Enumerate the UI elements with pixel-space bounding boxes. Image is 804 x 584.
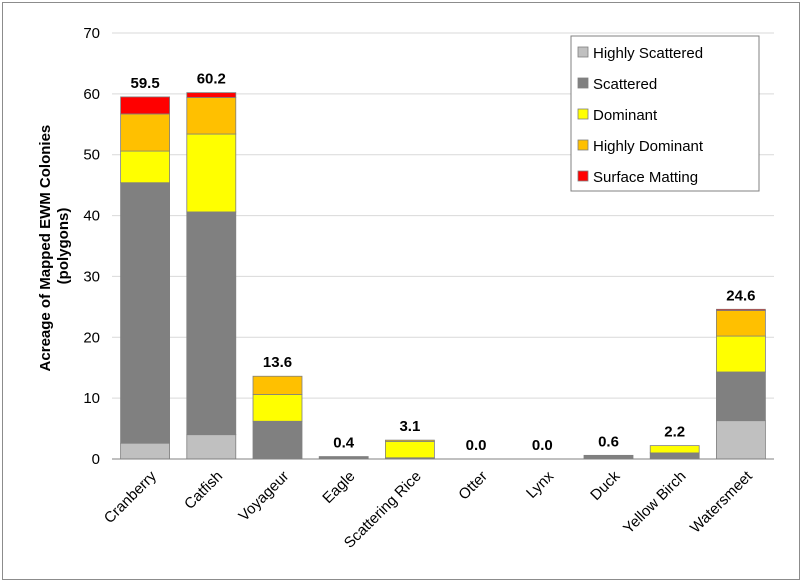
bar-totals: 59.5 60.2 13.6 0.4 3.1 0.0 0.0 0.6 2.2 24.6	[130, 71, 755, 454]
bar-segment	[252, 420, 303, 460]
y-tick-label: 20	[83, 329, 100, 346]
bar-segment	[716, 420, 766, 460]
y-axis-label-line1: Acreage of Mapped EWM Colonies	[37, 125, 54, 372]
y-tick-label: 0	[92, 451, 100, 468]
bar-total-label: 0.0	[466, 437, 487, 454]
bar-segment	[186, 434, 237, 460]
bar-segment	[385, 439, 435, 442]
x-tick-label: Cranberry	[101, 467, 161, 527]
bar-segment	[120, 182, 170, 444]
y-tick-label: 60	[83, 86, 100, 103]
bar-total-label: 60.2	[197, 71, 226, 88]
bar-total-label: 0.6	[598, 433, 619, 450]
bar-total-label: 2.2	[664, 424, 685, 441]
y-tick-label: 40	[83, 208, 100, 225]
legend-swatch	[577, 46, 589, 58]
bar-segment	[186, 97, 237, 135]
bar-total-label: 0.4	[333, 435, 355, 452]
bar-segment	[120, 96, 170, 115]
bar-segment	[252, 394, 303, 422]
bar-total-label: 59.5	[130, 75, 159, 92]
bar-segment	[186, 211, 237, 436]
bar-segment	[583, 454, 634, 460]
x-tick-label: Yellow Birch	[620, 468, 689, 537]
y-tick-label: 30	[83, 268, 100, 285]
bar-segment	[186, 133, 237, 213]
bar-segment	[385, 440, 435, 459]
bar-segment	[716, 371, 766, 422]
y-axis-label: Acreage of Mapped EWM Colonies (polygons…	[37, 121, 72, 372]
legend-entry-label: Surface Matting	[593, 169, 698, 186]
bar-segment	[716, 335, 766, 373]
bar-total-label: 24.6	[726, 287, 755, 304]
bar-segment	[649, 445, 700, 454]
x-tick-label: Voyageur	[235, 468, 292, 525]
y-tick-label: 10	[83, 390, 100, 407]
x-tick-label: Watersmeet	[687, 467, 756, 536]
bar-total-label: 0.0	[532, 437, 553, 454]
legend-entry-label: Scattered	[593, 76, 657, 93]
bar-total-label: 3.1	[399, 418, 420, 435]
legend-swatch	[577, 77, 589, 89]
legend-swatch	[577, 170, 589, 182]
x-tick-label: Eagle	[319, 468, 358, 507]
bars	[120, 92, 766, 460]
bar-segment	[120, 113, 170, 152]
bar-segment	[716, 308, 766, 311]
legend-entry-label: Highly Scattered	[593, 45, 703, 62]
bar-segment	[120, 442, 170, 460]
legend-entry-label: Dominant	[593, 107, 658, 124]
legend-box	[570, 35, 760, 192]
bar-segment	[252, 375, 303, 395]
legend-swatch	[577, 139, 589, 151]
legend-entry-label: Highly Dominant	[593, 138, 704, 155]
x-tick-label: Lynx	[523, 467, 557, 501]
legend: Highly Scattered Scattered Dominant Highly …	[570, 35, 760, 192]
x-tick-label: Duck	[587, 467, 624, 504]
bar-segment	[649, 452, 700, 460]
legend-swatch	[577, 108, 589, 120]
x-axis-ticks: Cranberry Catfish Voyageur EagleScattering …	[101, 467, 757, 552]
y-tick-label: 70	[83, 25, 100, 42]
bar-segment	[716, 310, 766, 337]
bar-segment	[186, 92, 237, 98]
x-tick-label: Catfish	[181, 468, 226, 513]
y-axis-label-line2: (polygons)	[55, 208, 72, 285]
bar-segment	[120, 150, 170, 184]
bar-total-label: 13.6	[263, 354, 292, 371]
x-tick-label: Otter	[455, 468, 491, 504]
y-axis-ticks: 0 10 20 30 40 50 60 70	[83, 25, 100, 468]
y-tick-label: 50	[83, 147, 100, 164]
